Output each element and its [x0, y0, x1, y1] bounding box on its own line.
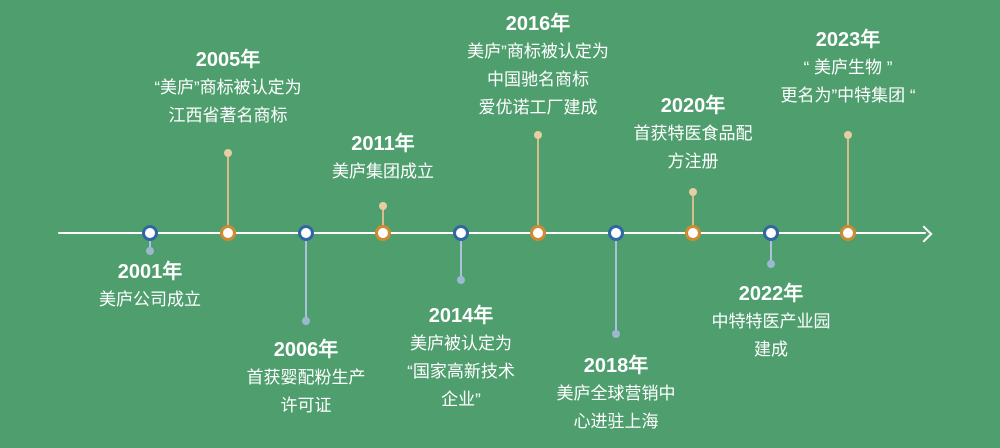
event-description-line: “美庐”商标被认定为 — [154, 78, 302, 97]
event-end-dot-icon — [844, 131, 852, 139]
event-connector-line — [615, 233, 617, 334]
event-node-icon — [530, 225, 546, 241]
event-year-label: 2014年 — [428, 305, 494, 327]
event-node-icon — [763, 225, 779, 241]
event-connector-line — [847, 135, 849, 233]
event-description-line: “国家高新技术 — [407, 362, 515, 381]
event-node-icon — [375, 225, 391, 241]
event-description-line: 美庐被认定为 — [410, 334, 512, 353]
event-end-dot-icon — [302, 317, 310, 325]
event-end-dot-icon — [689, 188, 697, 196]
event-node-icon — [453, 225, 469, 241]
event-description-line: 更名为”中特集团 “ — [780, 86, 916, 105]
event-text-block: 2022年 中特特医产业园 建成 — [656, 280, 886, 364]
event-year-label: 2001年 — [117, 261, 183, 283]
event-text-block: 2014年 美庐被认定为 “国家高新技术 企业” — [346, 302, 576, 414]
event-text-block: 2016年 美庐”商标被认定为 中国驰名商标 爱优诺工厂建成 — [423, 10, 653, 122]
event-connector-line — [227, 153, 229, 233]
event-description-line: 首获婴配粉生产 — [246, 368, 366, 387]
event-node-icon — [298, 225, 314, 241]
event-description-line: 中国驰名商标 — [487, 70, 589, 89]
event-description-line: “ 美庐生物 ” — [803, 58, 893, 77]
event-text-block: 2006年 首获婴配粉生产 许可证 — [191, 336, 421, 420]
event-end-dot-icon — [767, 260, 775, 268]
event-description-line: 方注册 — [667, 152, 719, 171]
event-description-line: 美庐全球营销中 — [556, 384, 676, 403]
event-year-label: 2016年 — [505, 13, 571, 35]
event-connector-line — [149, 233, 151, 251]
event-node-icon — [220, 225, 236, 241]
event-year-label: 2020年 — [660, 95, 726, 117]
event-description-line: 首获特医食品配 — [633, 124, 753, 143]
event-connector-line — [382, 206, 384, 233]
event-connector-line — [692, 192, 694, 233]
event-description-line: 美庐集团成立 — [332, 162, 434, 181]
event-year-label: 2011年 — [351, 133, 415, 155]
timeline-axis — [58, 232, 926, 234]
event-end-dot-icon — [146, 247, 154, 255]
event-text-block: 2018年 美庐全球营销中 心进驻上海 — [501, 352, 731, 436]
event-description-line: 心进驻上海 — [573, 412, 659, 431]
event-end-dot-icon — [379, 202, 387, 210]
event-node-icon — [608, 225, 624, 241]
event-description-line: 企业” — [441, 390, 481, 409]
event-connector-line — [460, 233, 462, 280]
event-text-block: 2020年 首获特医食品配 方注册 — [578, 92, 808, 176]
event-end-dot-icon — [534, 131, 542, 139]
event-year-label: 2022年 — [738, 283, 804, 305]
event-text-block: 2001年 美庐公司成立 — [35, 258, 265, 314]
event-description-line: 中特特医产业园 — [711, 312, 831, 331]
event-connector-line — [537, 135, 539, 233]
event-connector-line — [305, 233, 307, 321]
event-text-block: 2011年 美庐集团成立 — [268, 130, 498, 186]
event-description-line: 爱优诺工厂建成 — [478, 98, 598, 117]
event-node-icon — [685, 225, 701, 241]
arrow-right-icon — [915, 225, 933, 243]
event-connector-line — [770, 233, 772, 264]
event-year-label: 2023年 — [815, 29, 881, 51]
event-year-label: 2006年 — [273, 339, 339, 361]
event-description-line: 美庐公司成立 — [99, 290, 201, 309]
event-end-dot-icon — [612, 330, 620, 338]
event-year-label: 2005年 — [195, 49, 261, 71]
event-node-icon — [142, 225, 158, 241]
event-end-dot-icon — [457, 276, 465, 284]
event-end-dot-icon — [224, 149, 232, 157]
event-node-icon — [840, 225, 856, 241]
event-description-line: 江西省著名商标 — [168, 106, 288, 125]
event-description-line: 许可证 — [280, 396, 332, 415]
event-year-label: 2018年 — [583, 355, 649, 377]
event-text-block: 2005年 “美庐”商标被认定为 江西省著名商标 — [113, 46, 343, 130]
event-description-line: 建成 — [754, 340, 788, 359]
event-text-block: 2023年 “ 美庐生物 ” 更名为”中特集团 “ — [733, 26, 963, 110]
event-description-line: 美庐”商标被认定为 — [467, 42, 609, 61]
